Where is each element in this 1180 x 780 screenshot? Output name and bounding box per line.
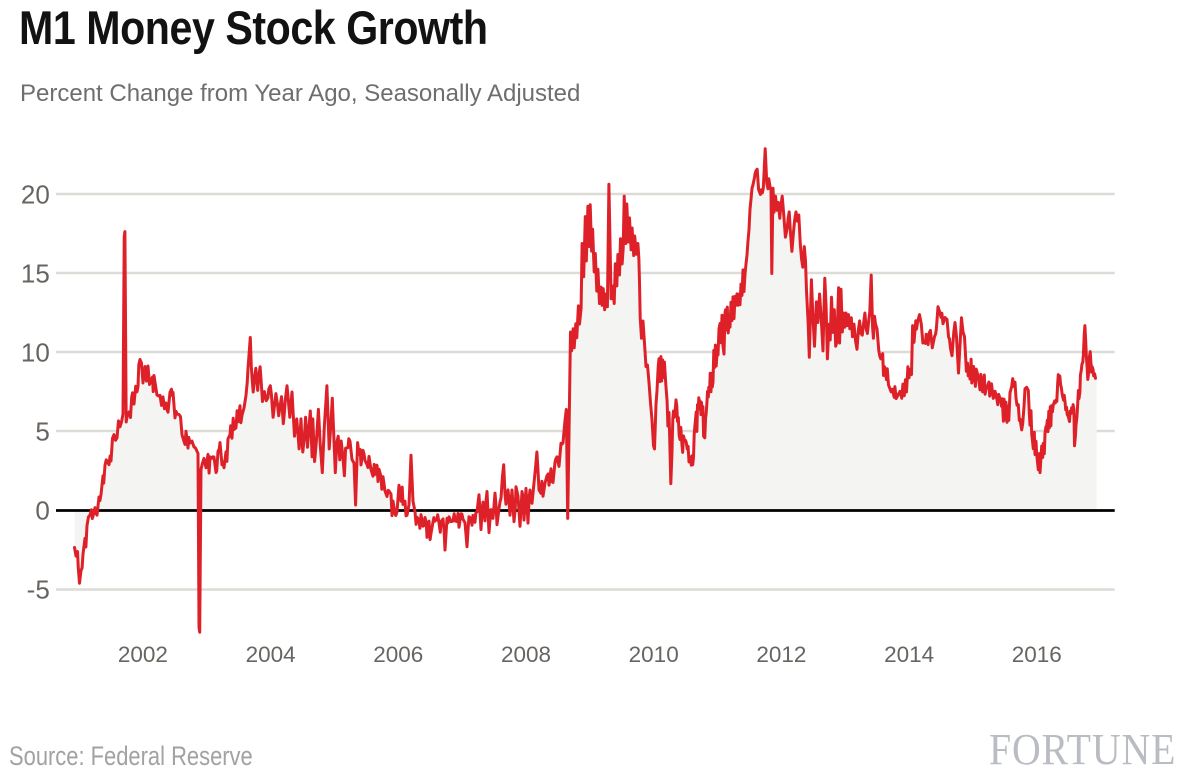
svg-text:2016: 2016 [1012,642,1062,667]
svg-text:0: 0 [35,495,49,525]
svg-text:2008: 2008 [501,642,551,667]
svg-text:2014: 2014 [884,642,934,667]
svg-text:10: 10 [21,337,50,367]
svg-text:2010: 2010 [629,642,679,667]
svg-text:2004: 2004 [246,642,296,667]
svg-text:15: 15 [21,258,50,288]
svg-text:20: 20 [21,179,50,209]
svg-text:2012: 2012 [756,642,806,667]
svg-text:-5: -5 [27,574,50,604]
svg-text:2002: 2002 [118,642,168,667]
svg-text:5: 5 [35,416,49,446]
svg-text:2006: 2006 [373,642,423,667]
